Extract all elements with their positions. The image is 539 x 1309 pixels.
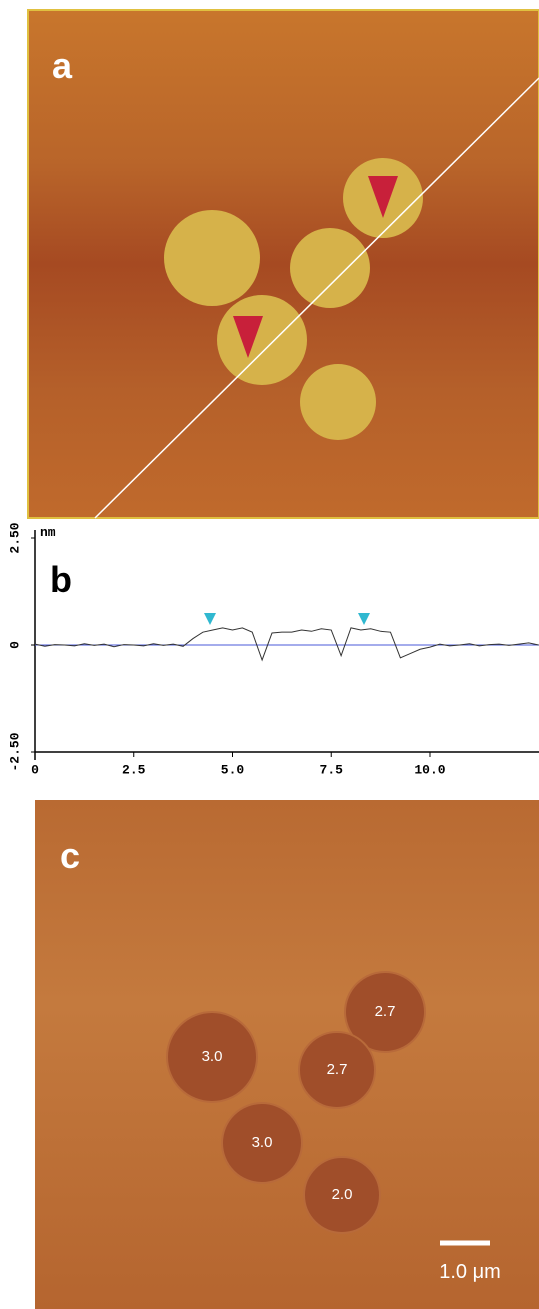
y-tick-label: 2.50 — [7, 522, 22, 553]
afm-image — [35, 800, 539, 1309]
x-tick-label: 7.5 — [320, 762, 344, 777]
panel-label: b — [50, 559, 72, 600]
panel-label: a — [52, 45, 73, 86]
domain-label: 2.0 — [332, 1186, 353, 1203]
panel-label: c — [60, 835, 80, 876]
domain — [303, 1156, 381, 1234]
marker — [204, 613, 216, 625]
domain-label: 3.0 — [202, 1048, 223, 1065]
marker — [233, 316, 263, 358]
domain-label: 3.0 — [252, 1134, 273, 1151]
panel-a: a — [27, 9, 539, 519]
x-tick-label: 2.5 — [122, 762, 146, 777]
profile-trace — [34, 627, 539, 662]
domain — [344, 971, 426, 1053]
x-tick-label: 10.0 — [414, 762, 445, 777]
profile-line — [94, 77, 539, 519]
panel-b: b nm 2.50 0 -2.50 0 2.5 5.0 7.5 10.0 — [7, 522, 539, 777]
domain-label: 2.7 — [327, 1061, 348, 1078]
y-tick-label: 0 — [7, 641, 22, 649]
domain — [221, 1102, 303, 1184]
marker — [358, 613, 370, 625]
scale-label: 1.0 μm — [439, 1261, 501, 1283]
x-tick-label: 0 — [31, 762, 39, 777]
y-tick-label: -2.50 — [7, 732, 22, 771]
afm-image — [27, 9, 539, 519]
panel-c: c 2.7 3.0 2.7 3.0 2.0 1.0 μm — [35, 800, 539, 1309]
domain — [166, 1011, 258, 1103]
y-unit: nm — [40, 525, 56, 540]
marker — [368, 176, 398, 218]
domain — [298, 1031, 376, 1109]
x-tick-label: 5.0 — [221, 762, 245, 777]
domain-label: 2.7 — [375, 1003, 396, 1020]
